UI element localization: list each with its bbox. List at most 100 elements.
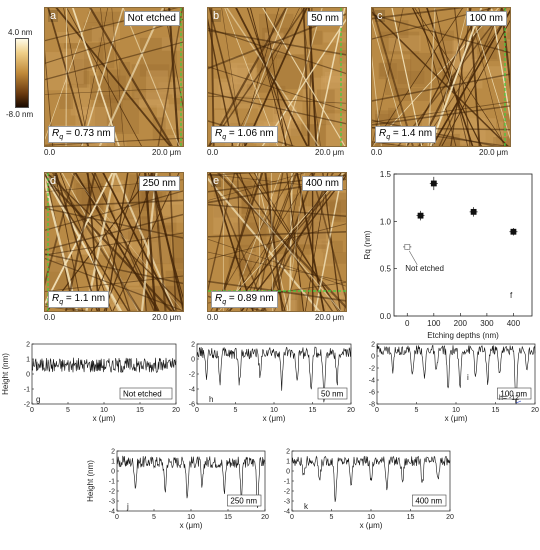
afm-grain [438, 30, 454, 71]
afm-fiber [150, 173, 183, 311]
afm-fiber [208, 66, 346, 112]
x-tick-label: 10 [452, 407, 460, 414]
annotation-arrow [409, 250, 418, 266]
afm-fiber [429, 8, 483, 146]
y-tick-label: -2 [109, 489, 115, 496]
profile-i: -8 -6 -4 -2 0 2 0 5 10 15 20 x (μm) 100 nm i h= -12 [355, 340, 540, 440]
scatter-plot-f: 0 100 200 300 400 0.0 0.5 1.0 1.5 Etching depths … [363, 170, 533, 340]
annotation-label: Not etched [405, 264, 444, 273]
panel-letter: b [211, 10, 222, 22]
x-tick-label: 15 [224, 514, 232, 521]
afm-grain [127, 288, 157, 311]
y-tick-label: -1 [24, 387, 30, 394]
chart-f: 0 100 200 300 400 0.0 0.5 1.0 1.5 Etching depths … [360, 168, 536, 346]
x-axis-label: x (μm) [445, 414, 468, 423]
afm-fiber [208, 177, 321, 311]
afm-fiber [434, 8, 469, 146]
afm-grain [507, 13, 510, 40]
x-tick-label: 15 [492, 407, 500, 414]
profile-trace [196, 346, 352, 403]
afm-texture [45, 173, 183, 311]
x-tick-label: 20 [531, 407, 539, 414]
x-tick-label: 0 [375, 407, 379, 414]
y-tick-label: -4 [369, 378, 375, 385]
y-tick-label: -1 [284, 479, 290, 486]
afm-fiber [51, 173, 142, 311]
profile-trace [116, 455, 266, 509]
panel-letter: h [209, 395, 213, 404]
profile-trace [291, 455, 451, 502]
afm-fiber [45, 306, 83, 311]
x-start-label: 0.0 [44, 148, 56, 157]
afm-fiber [226, 8, 320, 146]
afm-panel-c: c 100 nm Rq = 1.4 nm [371, 7, 511, 147]
y-tick-label: -4 [284, 509, 290, 516]
afm-grain [173, 231, 183, 270]
rq-label: Rq = 0.73 nm [48, 126, 115, 143]
panel-letter: c [375, 10, 385, 22]
y-tick-label: 2 [191, 342, 195, 349]
afm-grain [131, 64, 170, 100]
afm-fiber [302, 8, 310, 146]
x-tick-label: 5 [330, 514, 334, 521]
afm-grain [273, 121, 286, 146]
afm-fiber [86, 173, 131, 311]
colorbar [15, 38, 29, 108]
x-tick-label: 0 [405, 319, 410, 328]
plot-frame [393, 173, 533, 317]
afm-fiber [55, 8, 172, 146]
afm-panel-a: a Not etched Rq = 0.73 nm [44, 7, 184, 147]
y-tick-label: -4 [109, 509, 115, 516]
afm-grain [128, 287, 144, 310]
afm-grain [310, 304, 327, 311]
x-tick-label: 20 [261, 514, 269, 521]
profile-h: -6 -4 -2 0 2 0 5 10 15 20 x (μm) 50 nm h [175, 340, 355, 440]
x-tick-label: 10 [187, 514, 195, 521]
afm-grain [256, 54, 276, 93]
data-point [470, 208, 477, 215]
afm-grain [326, 113, 346, 146]
afm-fiber [469, 8, 481, 146]
panel-letter: j [126, 502, 129, 511]
y-tick-label: 0.0 [380, 312, 392, 321]
afm-grain [140, 225, 172, 265]
afm-fiber [208, 231, 346, 238]
afm-fiber [431, 9, 510, 146]
afm-fiber [208, 251, 346, 283]
panel-letter: k [304, 502, 309, 511]
y-tick-label: 0 [286, 469, 290, 476]
x-start-label: 0.0 [207, 313, 219, 322]
afm-fiber [418, 8, 457, 146]
x-axis-label: Etching depths (nm) [427, 331, 499, 340]
profile-trace [376, 344, 536, 405]
afm-fiber [450, 8, 472, 146]
profile-j: -4 -3 -2 -1 0 1 2 0 5 10 15 20 x (μm) Height (nm) 250 … [85, 447, 270, 547]
profile-g: -2 -1 0 1 2 0 5 10 15 20 x (μm) Height (nm) Not etch… [0, 340, 180, 440]
panel-letter: e [211, 175, 222, 187]
afm-fiber [372, 105, 510, 126]
y-tick-label: 2 [286, 449, 290, 456]
afm-fiber [372, 8, 466, 20]
afm-fiber [168, 8, 180, 146]
x-axis-label: x (μm) [180, 521, 203, 530]
afm-panel-b: b 50 nm Rq = 1.06 nm [207, 7, 347, 147]
x-tick-label: 0 [30, 407, 34, 414]
afm-grain [87, 11, 123, 23]
y-tick-label: 1 [286, 459, 290, 466]
afm-grain [388, 35, 421, 52]
afm-grain [379, 62, 390, 77]
afm-grain [378, 20, 409, 39]
y-tick-label: -4 [189, 387, 195, 394]
x-tick-label: 20 [446, 514, 454, 521]
data-point [430, 180, 437, 187]
afm-fiber [45, 190, 183, 231]
y-tick-label: -6 [189, 402, 195, 409]
afm-fiber [500, 8, 510, 90]
afm-panel-d: d 250 nm Rq = 1.1 nm [44, 172, 184, 312]
afm-fiber [372, 8, 495, 40]
afm-grain [113, 180, 124, 213]
x-tick-label: 15 [407, 514, 415, 521]
afm-fiber [111, 8, 125, 146]
y-tick-label: -1 [109, 479, 115, 486]
afm-grain [339, 50, 346, 64]
